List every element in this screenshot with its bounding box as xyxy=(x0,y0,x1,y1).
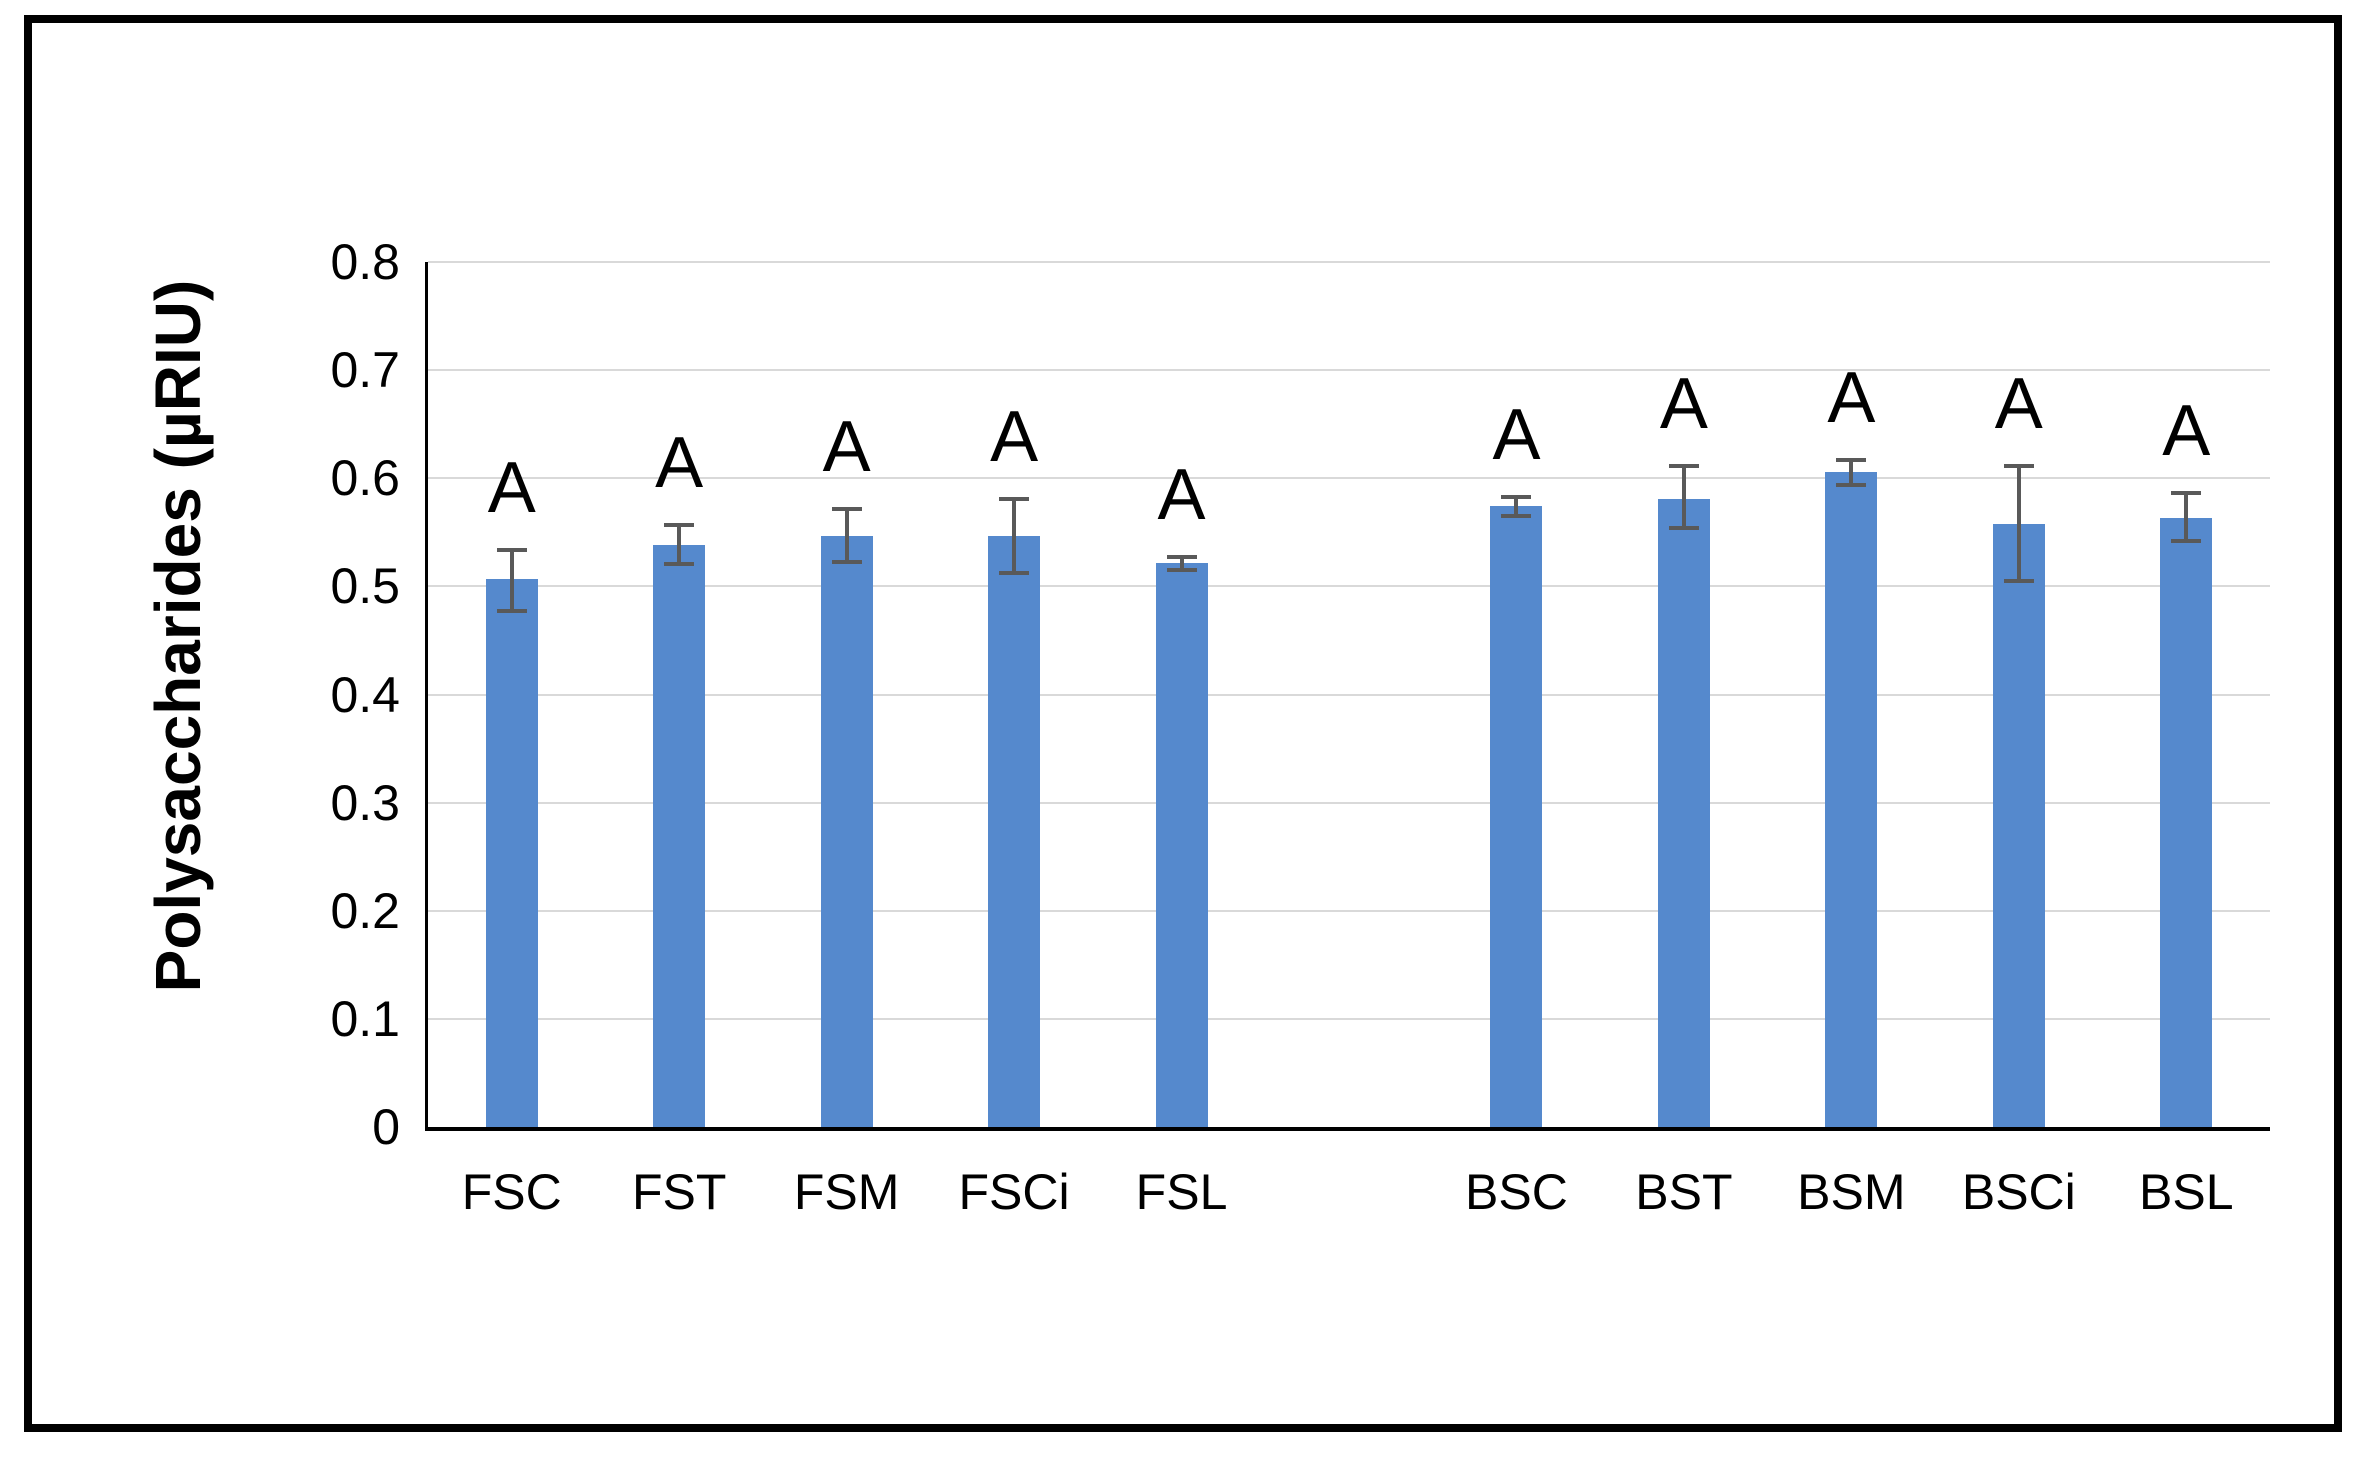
x-tick-label: BSCi xyxy=(1961,1164,2076,1220)
error-bar-cap-bottom xyxy=(2003,578,2034,583)
significance-letter: A xyxy=(990,396,1039,477)
y-tick-label: 0.8 xyxy=(330,234,400,290)
error-bar-line xyxy=(1849,459,1854,485)
error-bar-line xyxy=(844,508,849,562)
significance-letter: A xyxy=(822,406,871,487)
error-bar-cap-top xyxy=(1668,464,1699,469)
error-bar-cap-bottom xyxy=(1668,525,1699,530)
bar-bsm xyxy=(1825,471,1878,1127)
error-bar-cap-top xyxy=(1166,555,1197,560)
error-bar-cap-top xyxy=(1836,457,1867,462)
error-bar-cap-bottom xyxy=(496,609,527,614)
error-bar-cap-top xyxy=(2171,491,2202,496)
error-bar-cap-top xyxy=(2003,464,2034,469)
x-tick-label: FSCi xyxy=(958,1164,1070,1220)
x-tick-label: BSM xyxy=(1797,1164,1906,1220)
error-bar-cap-top xyxy=(496,547,527,552)
gridline xyxy=(428,477,2270,480)
gridline xyxy=(428,909,2270,912)
error-bar-line xyxy=(1179,557,1184,571)
significance-letter: A xyxy=(1827,357,1876,438)
error-bar-line xyxy=(677,524,682,564)
bar-bsc xyxy=(1490,506,1543,1127)
x-tick-label: FSM xyxy=(793,1164,900,1220)
error-bar-line xyxy=(1514,496,1519,517)
x-tick-label: BSC xyxy=(1465,1164,1568,1220)
y-tick-label: 0.4 xyxy=(330,666,400,723)
y-tick-label: 0.1 xyxy=(330,990,400,1047)
x-tick-label: BST xyxy=(1635,1164,1733,1220)
gridline xyxy=(428,693,2270,696)
y-tick-label: 0.5 xyxy=(330,558,400,615)
error-bar-line xyxy=(509,549,514,612)
significance-letter: A xyxy=(2162,391,2211,472)
error-bar-cap-top xyxy=(831,506,862,511)
x-tick-label: FST xyxy=(631,1164,727,1220)
error-bar-cap-bottom xyxy=(1166,568,1197,573)
bar-fst xyxy=(653,545,706,1127)
error-bar-cap-bottom xyxy=(664,561,695,566)
gridline xyxy=(428,585,2270,588)
y-tick-label: 0.2 xyxy=(330,882,400,939)
bar-fsl xyxy=(1155,562,1208,1127)
x-tick-label: FSL xyxy=(1135,1164,1228,1220)
y-tick-label: 0.7 xyxy=(330,342,400,399)
error-bar-line xyxy=(1681,466,1686,528)
significance-letter: A xyxy=(1659,364,1708,445)
bar-fsm xyxy=(820,535,873,1127)
significance-letter: A xyxy=(487,447,536,528)
y-tick-label: 0 xyxy=(372,1099,400,1155)
y-axis-line xyxy=(425,262,428,1130)
significance-letter: A xyxy=(1994,364,2043,445)
significance-letter: A xyxy=(1157,455,1206,536)
error-bar-cap-top xyxy=(664,522,695,527)
bar-fsc xyxy=(485,578,538,1127)
x-axis-line xyxy=(425,1127,2270,1131)
gridline xyxy=(428,801,2270,804)
significance-letter: A xyxy=(1492,394,1541,475)
error-bar-line xyxy=(2016,466,2021,581)
x-tick-label: FSC xyxy=(461,1164,562,1220)
gridline xyxy=(428,261,2270,263)
error-bar-line xyxy=(1012,498,1017,574)
bar-bst xyxy=(1657,498,1710,1127)
x-tick-label: BSL xyxy=(2139,1164,2234,1220)
bar-fsci xyxy=(988,535,1041,1127)
error-bar-cap-bottom xyxy=(999,571,1030,576)
error-bar-cap-bottom xyxy=(1501,514,1532,519)
gridline xyxy=(428,1017,2270,1020)
error-bar-cap-bottom xyxy=(831,559,862,564)
error-bar-cap-top xyxy=(1501,494,1532,499)
error-bar-line xyxy=(2184,493,2189,541)
gridline xyxy=(428,369,2270,372)
y-tick-label: 0.6 xyxy=(330,450,400,507)
significance-letter: A xyxy=(655,422,704,503)
bar-bsl xyxy=(2160,518,2213,1127)
bar-bsci xyxy=(1992,523,2045,1127)
error-bar-cap-bottom xyxy=(2171,538,2202,543)
error-bar-cap-top xyxy=(999,496,1030,501)
error-bar-cap-bottom xyxy=(1836,482,1867,487)
y-tick-label: 0.3 xyxy=(330,774,400,831)
